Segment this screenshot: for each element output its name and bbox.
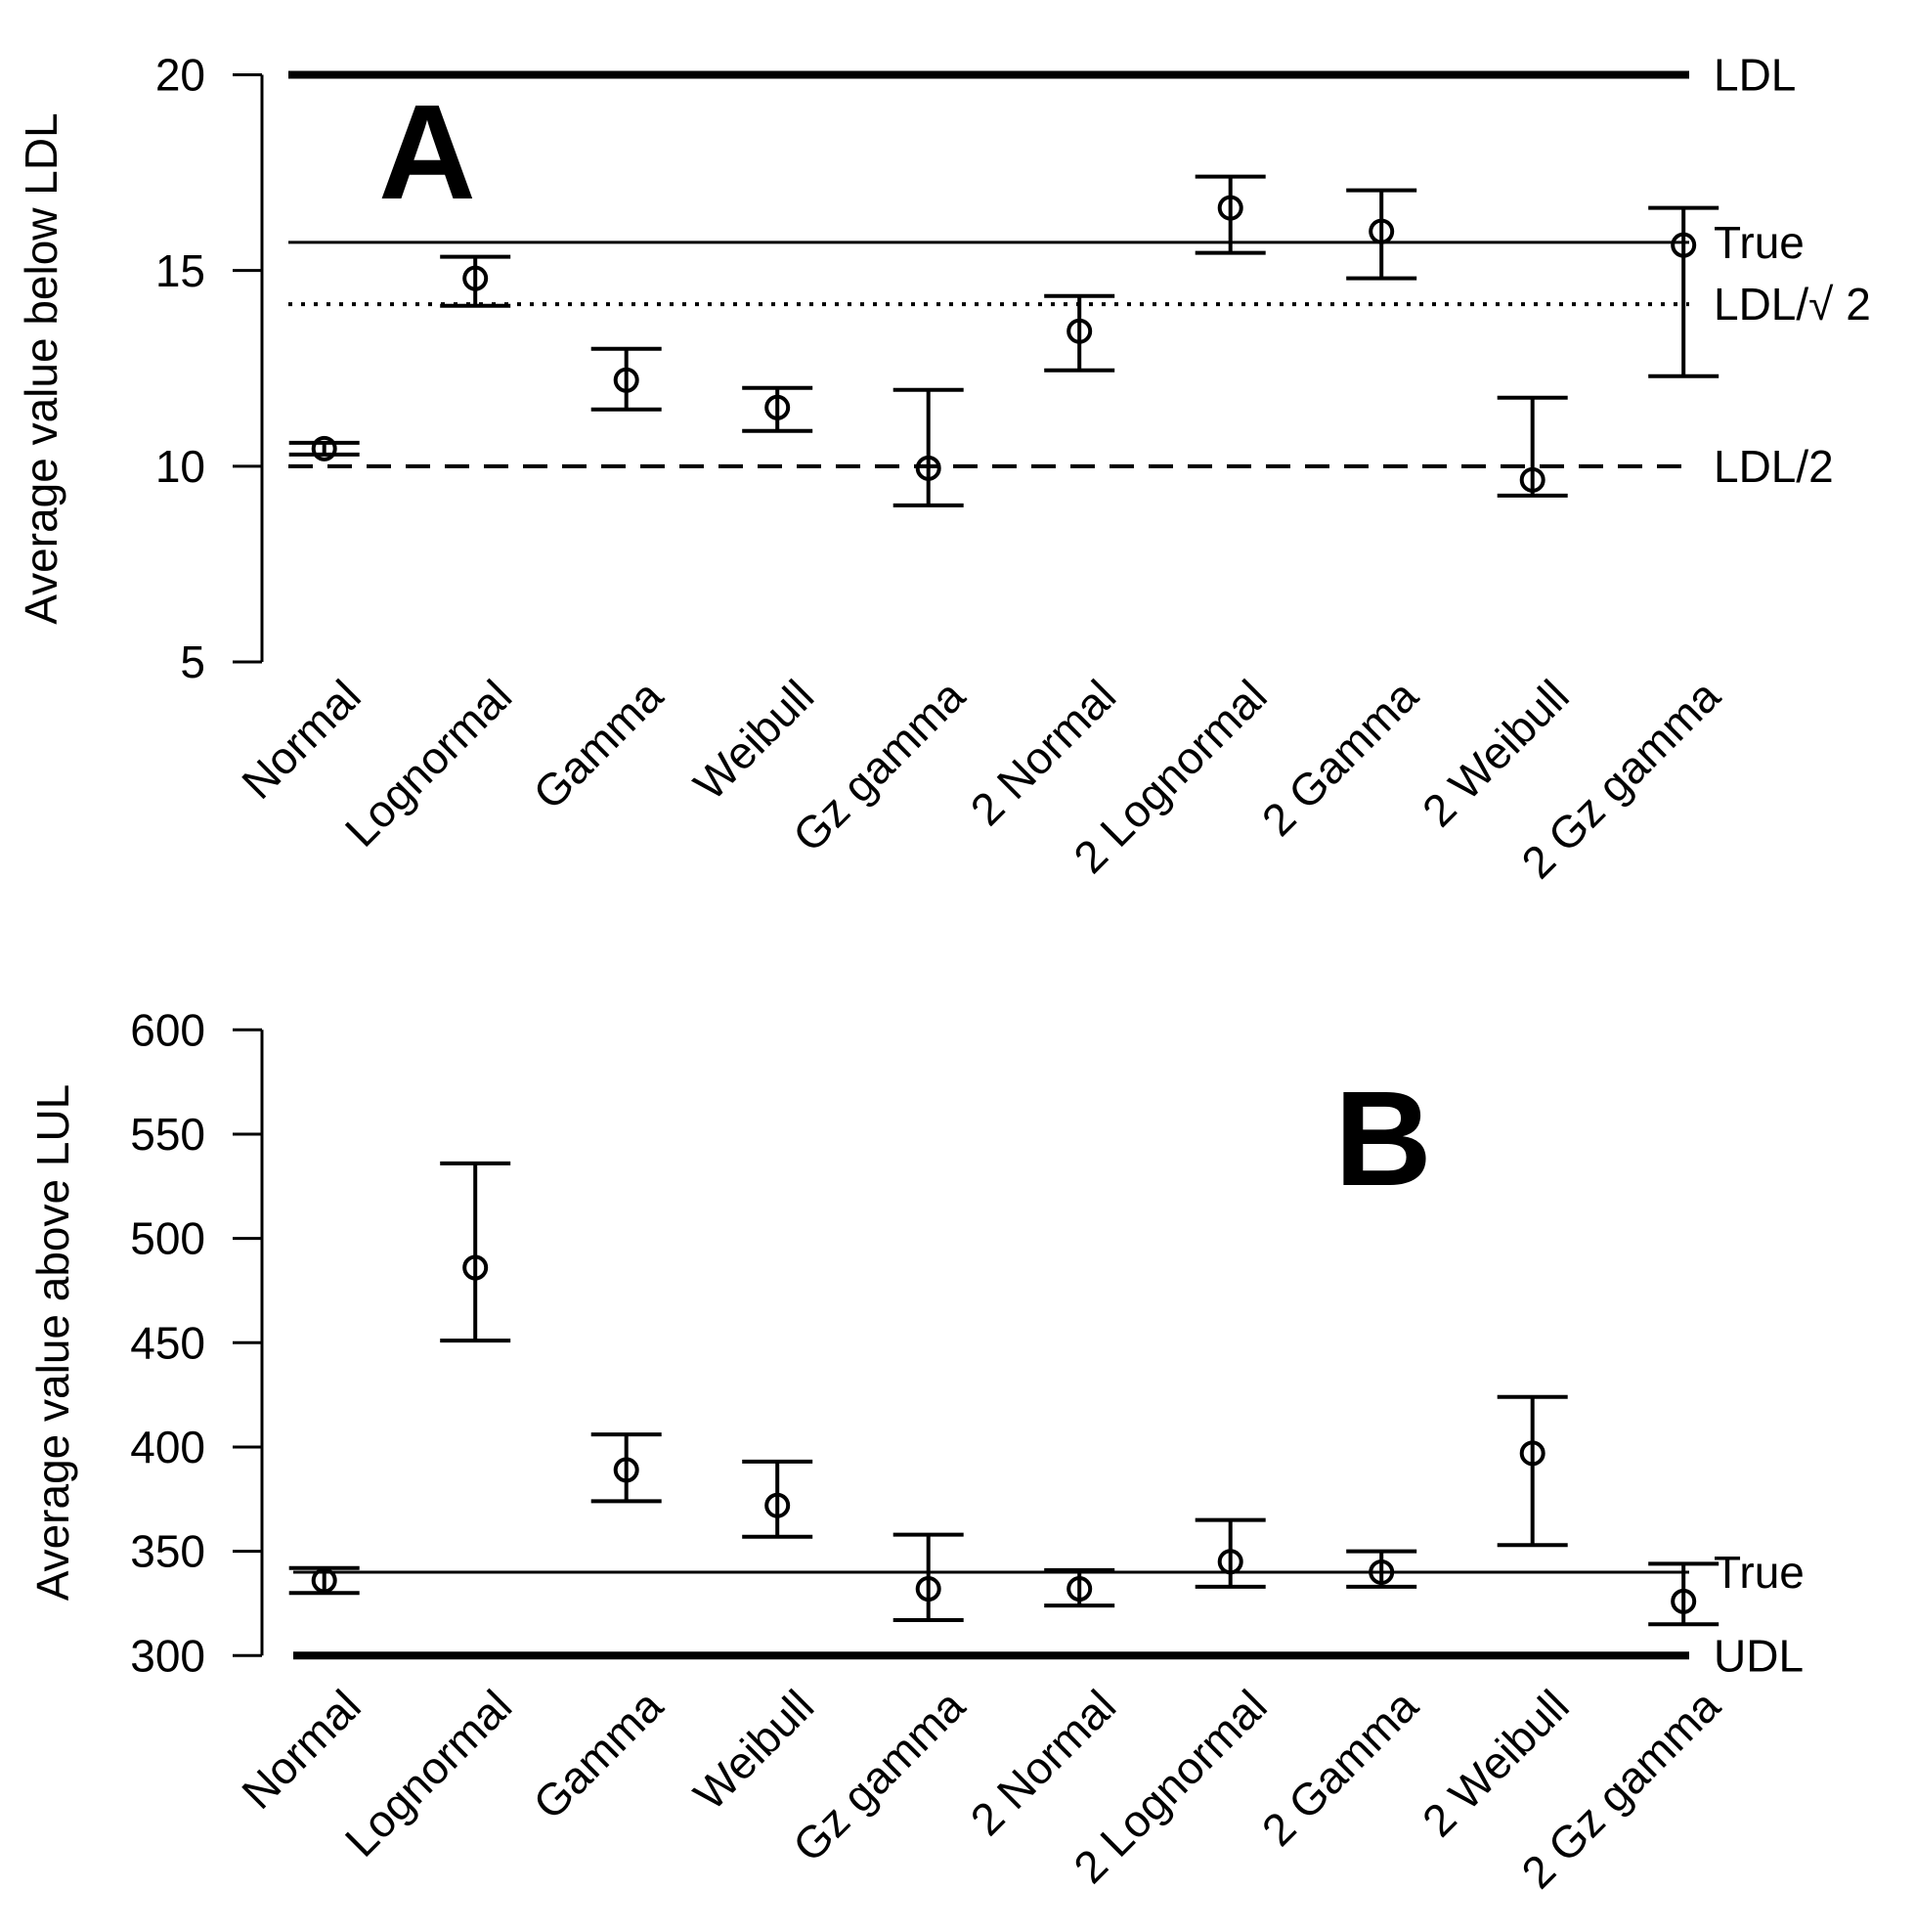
error-bar <box>1346 1549 1417 1589</box>
y-tick-label: 500 <box>130 1213 205 1264</box>
x-category-label: Normal <box>232 1680 370 1819</box>
data-point <box>764 1492 791 1518</box>
x-category-label: Weibull <box>683 670 823 810</box>
error-bar <box>288 440 360 457</box>
error-bar <box>590 346 662 412</box>
y-tick-label: 300 <box>130 1630 205 1681</box>
ref-line-label: LDL <box>1714 50 1796 101</box>
y-tick-label: 15 <box>155 245 205 296</box>
panel-b: 600 550 500 450 400 350 300 Average value above… <box>27 1004 1805 1898</box>
y-tick-label: 20 <box>155 50 205 101</box>
data-point <box>462 265 489 291</box>
error-bar <box>742 385 813 433</box>
y-tick-label: 350 <box>130 1526 205 1577</box>
data-point <box>1369 218 1395 244</box>
x-category-label: Lognormal <box>335 670 521 856</box>
x-category-label: Gamma <box>523 1680 673 1829</box>
data-point <box>1519 1440 1545 1467</box>
error-bar <box>1497 395 1568 498</box>
panel-letter: B <box>1334 1064 1432 1214</box>
data-point <box>1066 318 1093 344</box>
data-point <box>1369 1559 1395 1585</box>
y-tick-label: 400 <box>130 1422 205 1472</box>
data-point <box>1217 1549 1243 1575</box>
data-point <box>613 367 639 393</box>
data-point <box>1519 466 1545 493</box>
y-tick-label: 550 <box>130 1109 205 1160</box>
data-point <box>1066 1576 1093 1603</box>
y-tick-label: 10 <box>155 441 205 492</box>
data-point <box>613 1457 639 1483</box>
x-category-label: Normal <box>232 670 370 809</box>
ref-line-label: UDL <box>1714 1630 1804 1681</box>
x-category-label: Lognormal <box>335 1680 521 1866</box>
data-point <box>462 1254 489 1281</box>
ref-line-label: True <box>1714 1547 1805 1598</box>
error-bar <box>1648 1561 1719 1627</box>
x-category-label: 2 Gamma <box>1252 1680 1428 1856</box>
x-category-label: Weibull <box>683 1680 823 1820</box>
x-category-label: 2 Gamma <box>1252 670 1428 846</box>
y-tick-label: 600 <box>130 1004 205 1055</box>
y-tick-label: 5 <box>180 637 205 687</box>
data-point <box>1217 195 1243 221</box>
error-bar <box>1497 1394 1568 1548</box>
error-bar <box>440 1161 511 1343</box>
error-bar <box>1195 1517 1266 1589</box>
panel-letter: A <box>378 77 476 228</box>
y-axis-title: Average value below LDL <box>16 112 66 624</box>
ref-line-label: True <box>1714 217 1805 268</box>
data-point <box>915 1576 941 1603</box>
error-bar <box>1044 293 1115 373</box>
ref-line-label: LDL/√ 2 <box>1714 279 1871 329</box>
error-bar <box>892 387 964 507</box>
error-bar <box>1195 174 1266 255</box>
y-tick-label: 450 <box>130 1317 205 1368</box>
error-bar <box>1346 188 1417 281</box>
ref-line-label: LDL/2 <box>1714 441 1834 492</box>
panel-a: 20 15 10 5 Average value below LDL A LDL True LD… <box>16 50 1871 889</box>
y-axis-title: Average value above LUL <box>27 1084 78 1602</box>
data-point <box>1671 1588 1697 1614</box>
data-point <box>764 394 791 420</box>
data-point <box>1671 232 1697 258</box>
error-bar <box>590 1432 662 1504</box>
data-point <box>311 1567 337 1594</box>
error-bar <box>742 1459 813 1539</box>
x-category-label: Gamma <box>523 670 673 819</box>
error-bar <box>440 254 511 308</box>
data-point <box>915 455 941 481</box>
data-point <box>311 435 337 461</box>
